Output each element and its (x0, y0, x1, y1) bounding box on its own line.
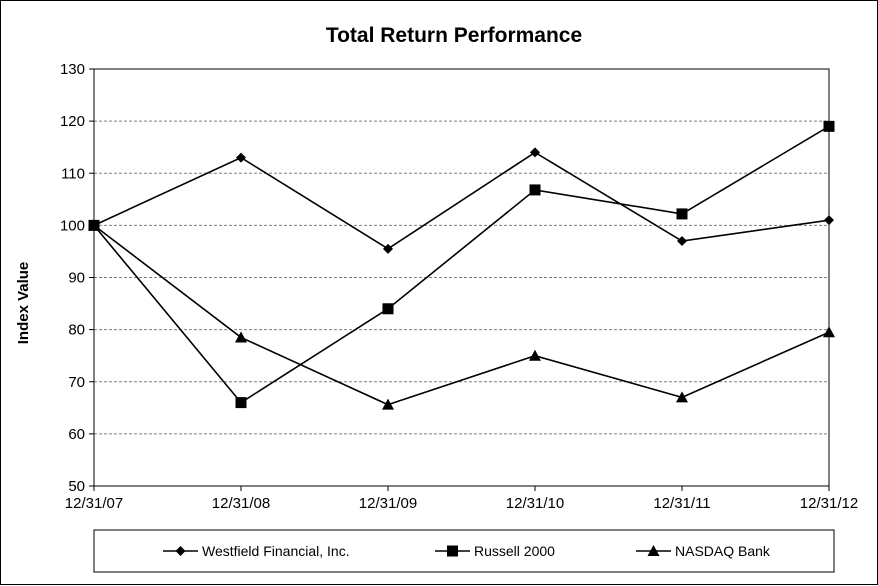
x-tick-label: 12/31/08 (212, 495, 270, 512)
legend-label: Russell 2000 (474, 543, 555, 559)
legend-marker (447, 545, 458, 557)
y-tick-label: 70 (68, 374, 85, 391)
y-tick-label: 130 (60, 61, 85, 78)
data-point-westfield-financial-inc (236, 152, 246, 163)
legend-label: NASDAQ Bank (675, 543, 771, 559)
series-line-westfield-financial-inc (93, 151, 830, 250)
legend-item-russell-2000: Russell 2000 (435, 543, 555, 559)
chart-title: Total Return Performance (326, 24, 582, 47)
series-line-russell-2000 (93, 125, 830, 404)
data-point-nasdaq-bank (235, 331, 247, 343)
data-point-russell-2000 (823, 120, 835, 132)
legend-items: Westfield Financial, Inc. Russell 2000 NAS… (163, 543, 771, 559)
x-tick-label: 12/31/09 (359, 495, 417, 512)
y-tick-label: 110 (61, 165, 85, 182)
legend-marker (647, 545, 660, 556)
legend-item-westfield-financial-inc: Westfield Financial, Inc. (163, 543, 350, 559)
legend-label: Westfield Financial, Inc. (202, 543, 350, 559)
data-point-russell-2000 (529, 184, 541, 196)
y-tick-label: 50 (68, 478, 85, 495)
legend-marker (175, 546, 186, 556)
y-tick-label: 100 (60, 217, 85, 234)
y-tick-label: 80 (68, 322, 85, 339)
data-point-russell-2000 (235, 397, 247, 409)
series-line-nasdaq-bank (93, 224, 830, 406)
y-tick-label: 90 (68, 270, 85, 287)
series-westfield-financial-inc (89, 147, 834, 254)
legend-item-nasdaq-bank: NASDAQ Bank (636, 543, 771, 559)
series-nasdaq-bank (88, 219, 835, 410)
data-point-nasdaq-bank (88, 219, 100, 231)
data-point-westfield-financial-inc (824, 215, 834, 226)
y-tick-label: 120 (60, 113, 85, 130)
y-axis-label: Index Value (15, 262, 32, 345)
x-axis-ticks: 12/31/07 12/31/08 12/31/09 12/31/10 12/31/11… (65, 486, 858, 512)
data-point-nasdaq-bank (382, 398, 394, 410)
data-point-westfield-financial-inc (677, 236, 687, 247)
data-point-russell-2000 (382, 303, 394, 315)
x-tick-label: 12/31/07 (65, 495, 123, 512)
x-tick-label: 12/31/11 (653, 495, 710, 512)
data-point-westfield-financial-inc (383, 243, 393, 254)
data-point-nasdaq-bank (823, 326, 835, 338)
data-point-nasdaq-bank (529, 349, 541, 361)
gridlines (94, 120, 829, 435)
series-group (88, 120, 835, 410)
series-russell-2000 (88, 120, 835, 409)
data-point-westfield-financial-inc (530, 147, 540, 158)
x-tick-label: 12/31/12 (800, 495, 858, 512)
y-tick-label: 60 (68, 426, 85, 443)
y-axis-ticks: 50 60 70 80 90 100 110 120 130 (60, 61, 94, 495)
x-tick-label: 12/31/10 (506, 495, 564, 512)
data-point-russell-2000 (676, 208, 688, 220)
data-point-nasdaq-bank (676, 391, 688, 403)
